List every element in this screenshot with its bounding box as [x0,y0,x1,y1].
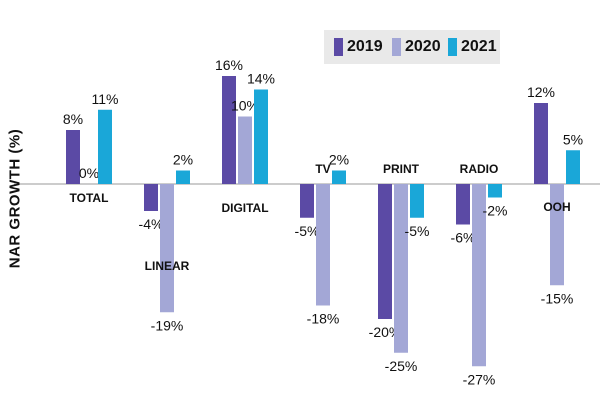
data-label-print-2021: -5% [405,223,430,239]
legend-item-2021: 2021 [448,38,497,56]
legend-swatch-2020 [392,38,401,56]
bar-digital-2021 [254,89,268,184]
data-label-tv-2019: -5% [295,223,320,239]
legend-item-2020: 2020 [392,38,441,56]
bar-digital-2020 [238,116,252,184]
data-label-linear-2021: 2% [173,152,193,168]
category-label-total: TOTAL [70,191,109,205]
category-label-digital: DIGITAL [221,201,268,215]
legend-label-2021: 2021 [461,38,497,55]
category-label-radio: RADIO [460,162,499,176]
bar-ooh-2019 [534,103,548,184]
y-axis-label: NAR GROWTH (%) [6,128,24,269]
bar-ooh-2020 [550,184,564,286]
bar-tv-2019 [300,184,314,218]
legend-swatch-2021 [448,38,457,56]
bar-print-2021 [410,184,424,218]
category-label-print: PRINT [383,162,420,176]
data-label-radio-2019: -6% [451,230,476,246]
data-label-tv-2021: 2% [329,152,349,168]
data-label-total-2021: 11% [92,91,119,107]
data-label-ooh-2019: 12% [527,84,555,100]
data-label-radio-2021: -2% [483,203,508,219]
bar-print-2020 [394,184,408,353]
category-label-tv: TV [315,162,330,176]
legend-label-2019: 2019 [347,38,383,55]
data-label-digital-2019: 16% [215,57,243,73]
category-label-ooh: OOH [543,200,570,214]
legend-swatch-2019 [334,38,343,56]
bar-ooh-2021 [566,150,580,184]
bar-digital-2019 [222,76,236,184]
bar-radio-2021 [488,184,502,198]
data-label-linear-2020: -19% [151,317,184,333]
bar-total-2021 [98,109,112,184]
data-label-print-2019: -20% [369,324,402,340]
legend: 2019 2020 2021 [324,30,500,64]
data-label-print-2020: -25% [385,358,418,374]
data-label-radio-2020: -27% [463,371,496,387]
category-label-linear: LINEAR [145,259,190,273]
bar-print-2019 [378,184,392,319]
data-label-ooh-2020: -15% [541,290,574,306]
data-label-total-2019: 8% [63,111,83,127]
bar-linear-2019 [144,184,158,211]
data-label-linear-2019: -4% [139,216,164,232]
legend-label-2020: 2020 [405,38,441,55]
bar-linear-2021 [176,170,190,184]
legend-item-2019: 2019 [334,38,383,56]
bar-tv-2020 [316,184,330,306]
bar-linear-2020 [160,184,174,313]
bar-radio-2020 [472,184,486,367]
bar-tv-2021 [332,170,346,184]
bar-total-2019 [66,130,80,184]
data-label-digital-2021: 14% [247,71,275,87]
bar-radio-2019 [456,184,470,225]
data-label-ooh-2021: 5% [563,131,583,147]
data-label-total-2020: 0% [79,165,99,181]
data-label-tv-2020: -18% [307,311,340,327]
data-label-digital-2020: 10% [231,98,259,114]
